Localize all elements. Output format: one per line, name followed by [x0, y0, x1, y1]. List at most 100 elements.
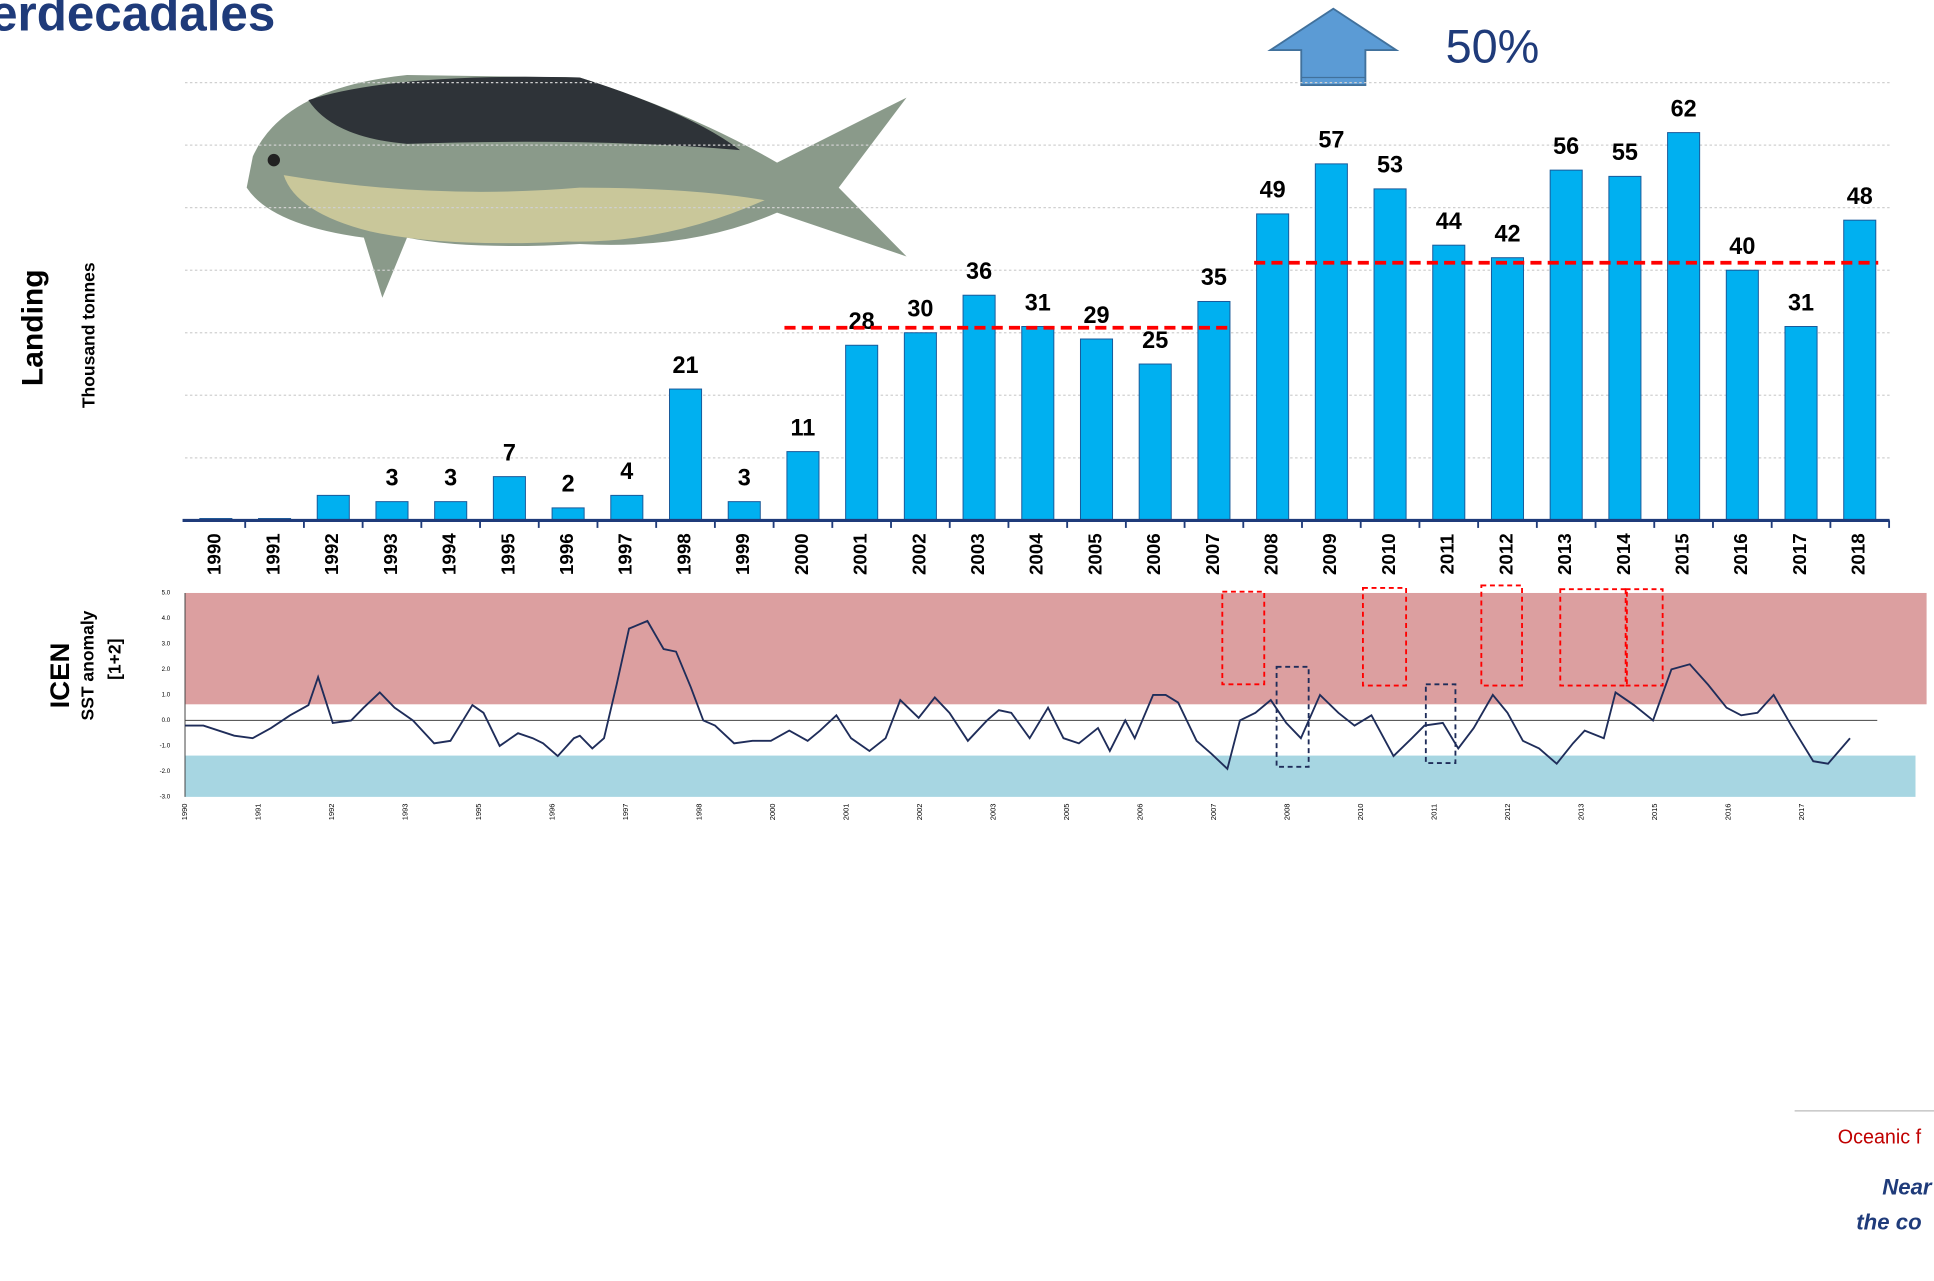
x-tick-label: 2013 — [1554, 533, 1575, 575]
value-label: 48 — [1847, 184, 1873, 210]
x-tick-label: 2005 — [1085, 533, 1106, 575]
x-tick-label: 2003 — [989, 804, 998, 821]
x-tick-label: 1993 — [380, 533, 401, 575]
x-tick-label: 2015 — [1650, 804, 1659, 821]
value-label: 25 — [1142, 328, 1168, 354]
x-tick-label: 2005 — [1062, 804, 1071, 821]
value-label: 40 — [1729, 234, 1755, 260]
x-tick-label: 2015 — [1672, 533, 1693, 575]
x-tick-label: 2011 — [1437, 534, 1458, 575]
x-tick-label: 1999 — [732, 533, 753, 575]
x-tick-label: 2006 — [1136, 804, 1145, 821]
x-tick-label: 2000 — [791, 533, 812, 575]
warm-box — [1624, 588, 1664, 687]
x-tick-label: 2011 — [1430, 804, 1439, 820]
bar — [1373, 188, 1407, 521]
bar — [1784, 326, 1818, 521]
y-axis-sublabel: [1+2] — [105, 639, 125, 680]
fish-image — [246, 75, 907, 298]
bar — [492, 476, 526, 521]
warm-box — [1362, 587, 1408, 687]
x-tick-label: 2001 — [842, 804, 851, 821]
value-label: 56 — [1553, 134, 1579, 160]
x-tick-label: 1990 — [204, 533, 225, 575]
x-tick-label: 1998 — [674, 533, 695, 575]
warm-box — [1480, 584, 1523, 687]
bar — [1549, 169, 1583, 521]
x-tick-label: 1997 — [615, 533, 636, 575]
annotation: 50% — [1446, 20, 1540, 73]
footer-line: the co — [1856, 1209, 1921, 1234]
value-label: 21 — [673, 353, 699, 379]
bar — [1608, 175, 1642, 521]
x-tick-label: 2016 — [1724, 804, 1733, 821]
bar — [1432, 244, 1466, 521]
x-tick-label: 2002 — [908, 533, 929, 575]
value-label: 2 — [562, 472, 575, 498]
footer-heading: Oceanic f — [1838, 1127, 1922, 1149]
x-tick-label: 2017 — [1789, 533, 1810, 575]
y-axis-sublabel: Thousand tonnes — [79, 262, 99, 408]
bar — [1725, 269, 1759, 521]
x-tick-label: 2010 — [1356, 804, 1365, 821]
bar — [1667, 132, 1701, 521]
x-tick-label: 1992 — [321, 533, 342, 575]
x-tick-label: 2012 — [1503, 804, 1512, 821]
x-tick-label: 2007 — [1209, 804, 1218, 821]
value-label: 30 — [907, 296, 933, 322]
x-tick-label: 1992 — [327, 804, 336, 821]
value-label: 49 — [1260, 178, 1286, 204]
y-tick-label: 1.0 — [162, 692, 171, 699]
bar — [1197, 300, 1231, 521]
y-axis-sublabel: SST anomaly — [77, 610, 97, 720]
value-label: 3 — [385, 465, 398, 491]
bar — [1314, 163, 1348, 521]
value-label: 57 — [1318, 127, 1344, 153]
x-tick-label: 1997 — [621, 804, 630, 821]
bar — [434, 501, 468, 521]
cold-box — [1424, 683, 1457, 765]
x-tick-label: 1991 — [263, 533, 284, 575]
bar — [375, 501, 409, 521]
x-tick-label: 2007 — [1202, 533, 1223, 575]
x-tick-label: 2001 — [850, 533, 871, 575]
x-tick-label: 1998 — [695, 804, 704, 821]
value-label: 44 — [1436, 209, 1462, 235]
x-tick-label: 2009 — [1319, 533, 1340, 575]
x-tick-label: 1991 — [254, 804, 263, 821]
bar — [1021, 326, 1055, 521]
y-tick-label: 0.0 — [162, 717, 171, 724]
value-label: 53 — [1377, 153, 1403, 179]
value-label: 4 — [620, 459, 633, 485]
warm-box — [1221, 590, 1266, 686]
bar — [1138, 363, 1172, 521]
x-tick-label: 2014 — [1613, 533, 1634, 575]
bar — [669, 388, 703, 521]
y-tick-label: 3.0 — [162, 641, 171, 648]
bar — [1079, 338, 1114, 521]
x-tick-label: 1993 — [401, 804, 410, 821]
y-axis-label: Landing — [17, 269, 50, 386]
x-tick-label: 2006 — [1143, 533, 1164, 575]
icen-line — [185, 619, 1851, 771]
value-label: 31 — [1025, 290, 1051, 316]
value-label: 7 — [503, 440, 516, 466]
x-tick-label: 1994 — [439, 533, 460, 575]
value-label: 28 — [849, 309, 875, 335]
x-tick-label: 2004 — [1026, 533, 1047, 575]
bar — [1843, 219, 1877, 521]
x-tick-label: 2003 — [967, 533, 988, 575]
bar — [1256, 213, 1290, 521]
y-tick-label: -1.0 — [160, 743, 171, 750]
y-tick-label: -2.0 — [160, 768, 171, 775]
value-label: 35 — [1201, 265, 1227, 291]
bar — [1490, 257, 1525, 521]
x-tick-label: 2016 — [1730, 533, 1751, 575]
y-tick-label: 4.0 — [162, 615, 171, 622]
y-tick-label: -3.0 — [160, 793, 171, 800]
x-tick-label: 1995 — [497, 533, 518, 575]
value-label: 11 — [791, 415, 816, 441]
x-tick-label: 2008 — [1283, 804, 1292, 821]
